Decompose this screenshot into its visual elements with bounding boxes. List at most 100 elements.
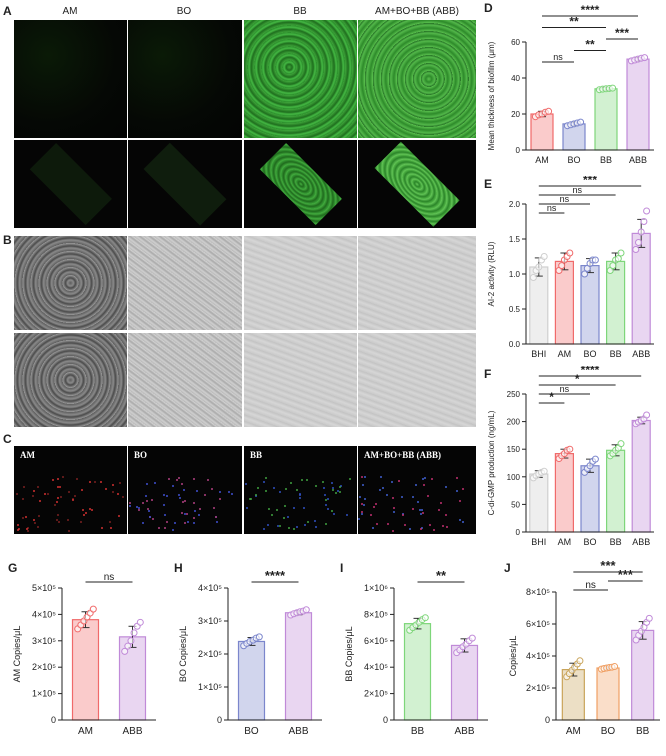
data-point xyxy=(566,445,574,453)
fish-am: AM xyxy=(14,446,127,534)
fish-signal xyxy=(324,498,327,501)
fish-signal xyxy=(214,516,217,519)
data-point xyxy=(640,218,648,225)
fish-signal xyxy=(400,496,403,499)
fish-signal xyxy=(79,521,82,524)
chart-f: F BHI AM BO BB ABB 0 50 100 150 200 250 C-di-GMP pro… xyxy=(484,366,654,547)
fish-signal xyxy=(382,487,385,490)
data-point xyxy=(566,249,574,257)
fish-signal xyxy=(325,503,328,506)
fish-signal xyxy=(418,509,421,512)
fish-signal xyxy=(314,519,317,522)
data-point xyxy=(529,274,537,281)
fish-signal xyxy=(255,494,258,497)
fish-signal xyxy=(82,508,85,511)
fish-signal xyxy=(177,476,180,479)
confocal-3d-abb xyxy=(358,140,476,228)
fish-signal xyxy=(171,529,174,532)
y-tick-label: 3×10⁵ xyxy=(198,616,222,626)
fish-signal xyxy=(456,490,459,493)
data-point xyxy=(576,657,584,665)
significance-label: *** xyxy=(600,558,616,573)
fish-signal xyxy=(101,526,104,529)
x-tick-label: ABB xyxy=(122,726,142,737)
fish-signal xyxy=(25,515,28,518)
y-tick-label: 0.5 xyxy=(509,305,521,314)
significance-label: ns xyxy=(560,384,570,394)
sem-top-bo xyxy=(128,236,242,330)
chart-i: I BB ABB 0 2×10⁵ 4×10⁵ 6×10⁵ 8×10⁵ 1×10⁶ BB Copie… xyxy=(340,561,488,737)
fish-signal xyxy=(314,526,317,529)
y-tick-label: 40 xyxy=(511,74,520,83)
fish-signal xyxy=(66,518,69,521)
bar-am xyxy=(71,619,100,721)
fish-signal xyxy=(151,518,154,521)
x-tick-label: BB xyxy=(636,726,650,737)
x-tick-label: BB xyxy=(600,155,612,165)
fish-signal xyxy=(57,478,60,481)
fish-signal xyxy=(117,514,120,517)
y-axis-label: Mean thickness of biofilm (μm) xyxy=(487,41,496,150)
fish-signal xyxy=(158,527,161,530)
significance-label: **** xyxy=(581,366,600,377)
fish-signal xyxy=(138,508,141,511)
sem-top-abb xyxy=(358,236,476,330)
fish-signal xyxy=(265,490,268,493)
fish-signal xyxy=(246,507,249,510)
fish-signal xyxy=(302,506,305,509)
fish-signal xyxy=(59,486,62,489)
fish-signal xyxy=(305,479,308,482)
fish-signal xyxy=(373,506,376,509)
fish-signal xyxy=(227,491,230,494)
fish-signal xyxy=(359,496,361,499)
fish-signal xyxy=(186,513,189,516)
fish-signal xyxy=(111,483,114,486)
fish-signal xyxy=(21,497,24,500)
fish-signal xyxy=(81,488,84,491)
fish-signal xyxy=(282,517,285,520)
fish-bo: BO xyxy=(128,446,242,534)
fish-signal xyxy=(419,513,422,516)
fish-signal xyxy=(26,528,29,531)
fish-signal xyxy=(193,501,196,504)
y-tick-label: 2×10⁵ xyxy=(32,662,56,672)
fish-signal xyxy=(339,484,342,487)
fish-signal xyxy=(183,499,186,502)
fish-signal xyxy=(361,510,364,513)
fish-signal xyxy=(462,487,465,490)
significance-label: ns xyxy=(585,580,596,591)
x-tick-label: ABB xyxy=(288,726,308,737)
data-point xyxy=(611,663,619,671)
significance-label: ** xyxy=(585,38,595,52)
y-tick-label: 8×10⁵ xyxy=(364,609,388,619)
significance-label: ns xyxy=(560,194,570,204)
y-axis-label: AI-2 activity (RLU) xyxy=(487,241,496,306)
bar-bhi xyxy=(529,473,549,533)
fish-signal xyxy=(73,495,76,498)
fish-signal xyxy=(211,488,214,491)
x-tick-label: AM xyxy=(558,349,572,359)
fish-signal xyxy=(182,501,185,504)
fish-signal xyxy=(145,499,148,502)
data-point xyxy=(641,54,649,62)
y-tick-label: 0 xyxy=(516,146,521,155)
fish-signal xyxy=(379,489,382,492)
fish-signal xyxy=(171,484,174,487)
fish-signal xyxy=(57,513,60,516)
confocal-top-bo xyxy=(128,20,242,138)
fish-signal xyxy=(298,496,301,499)
data-point xyxy=(421,614,429,622)
fish-signal xyxy=(334,491,337,494)
bar-am xyxy=(554,453,575,533)
fish-signal xyxy=(271,514,274,517)
x-tick-label: BHI xyxy=(531,349,546,359)
significance-label: **** xyxy=(265,568,286,583)
fish-signal xyxy=(174,521,177,524)
y-tick-label: 0 xyxy=(383,715,388,725)
panel-a-caption-bo: BO xyxy=(176,6,192,17)
fish-signal xyxy=(57,521,60,524)
fish-signal xyxy=(181,511,184,514)
fish-signal xyxy=(72,499,75,502)
x-tick-label: AM xyxy=(535,155,549,165)
data-point xyxy=(124,642,132,650)
